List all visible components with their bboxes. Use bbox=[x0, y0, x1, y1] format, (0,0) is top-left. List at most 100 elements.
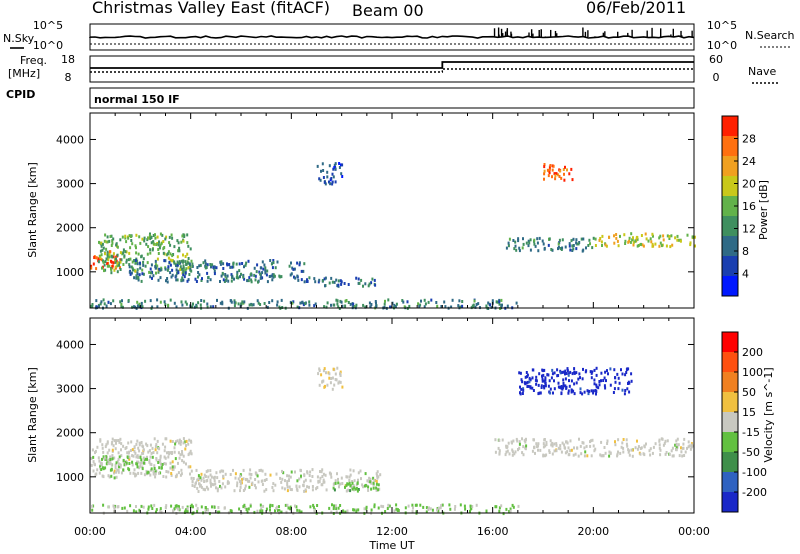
power-cell bbox=[242, 273, 245, 277]
velocity-cell bbox=[362, 485, 365, 489]
power-cell bbox=[402, 300, 405, 304]
velocity-cell bbox=[157, 447, 160, 451]
velocity-cell bbox=[464, 507, 467, 511]
velocity-cell bbox=[328, 471, 331, 475]
velocity-cell bbox=[357, 488, 360, 491]
power-cell bbox=[536, 241, 539, 245]
velocity-cell bbox=[151, 446, 154, 450]
velocity-cell bbox=[568, 379, 570, 383]
velocity-cell bbox=[603, 446, 606, 449]
power-cell bbox=[420, 299, 422, 303]
velocity-cell bbox=[687, 440, 690, 444]
power-cell bbox=[137, 252, 140, 256]
velocity-cell bbox=[535, 375, 538, 379]
velocity-cell bbox=[236, 484, 239, 488]
power-cell bbox=[138, 302, 141, 306]
power-cell bbox=[213, 269, 216, 273]
power-cell bbox=[144, 264, 147, 268]
power-cell bbox=[201, 277, 203, 281]
velocity-cell bbox=[134, 451, 137, 455]
velocity-cell bbox=[352, 508, 355, 512]
velocity-cell bbox=[549, 439, 552, 443]
velocity-cell bbox=[159, 509, 162, 513]
velocity-cell bbox=[572, 453, 575, 457]
velocity-cell bbox=[213, 476, 215, 480]
power-cell bbox=[170, 233, 173, 237]
velocity-cell bbox=[617, 438, 620, 442]
power-cell bbox=[273, 274, 276, 278]
velocity-cell bbox=[147, 505, 150, 509]
velocity-cell bbox=[427, 506, 430, 510]
power-cell bbox=[662, 238, 665, 242]
power-cell bbox=[575, 247, 578, 251]
velocity-cell bbox=[651, 451, 654, 455]
power-cell bbox=[114, 265, 117, 269]
power-cell bbox=[529, 248, 532, 252]
velocity-cell bbox=[139, 455, 142, 459]
power-cell bbox=[147, 236, 149, 240]
velocity-cell bbox=[375, 480, 378, 483]
velocity-cell bbox=[290, 488, 293, 492]
velocity-cell bbox=[234, 476, 237, 480]
power-cell bbox=[136, 304, 139, 308]
velocity-cell bbox=[175, 506, 178, 510]
power-cell bbox=[200, 299, 203, 302]
velocity-cell bbox=[142, 451, 145, 455]
velocity-cell bbox=[537, 444, 539, 448]
velocity-cell bbox=[116, 460, 119, 463]
power-cell bbox=[141, 237, 144, 241]
velocity-cell bbox=[425, 506, 428, 510]
power-cell bbox=[135, 251, 138, 255]
velocity-cell bbox=[155, 443, 158, 447]
power-cell bbox=[340, 163, 342, 167]
power-cell bbox=[113, 268, 116, 272]
velocity-cell bbox=[553, 371, 556, 375]
velocity-cell bbox=[279, 476, 282, 480]
power-cell bbox=[185, 262, 188, 266]
velocity-cell bbox=[216, 487, 219, 491]
power-cell bbox=[181, 276, 184, 280]
velocity-cell bbox=[570, 389, 573, 393]
velocity-cell bbox=[377, 483, 380, 487]
power-cell bbox=[195, 280, 198, 283]
power-cell bbox=[326, 301, 329, 305]
power-cell bbox=[268, 301, 271, 304]
velocity-cell bbox=[364, 472, 367, 476]
velocity-cell bbox=[675, 443, 678, 446]
velocity-cell bbox=[178, 508, 181, 512]
velocity-cell bbox=[172, 509, 174, 513]
velocity-cell bbox=[207, 508, 209, 512]
power-cell bbox=[146, 261, 149, 265]
power-cell bbox=[142, 272, 145, 276]
power-cell bbox=[650, 240, 653, 244]
velocity-cell bbox=[346, 482, 349, 486]
nsearch-tick-bottom: 10^0 bbox=[707, 39, 737, 52]
velocity-cell bbox=[263, 489, 266, 493]
power-cell bbox=[615, 233, 618, 236]
power-cell bbox=[329, 182, 332, 186]
velocity-cell bbox=[108, 475, 111, 479]
velocity-cell bbox=[606, 442, 609, 445]
power-cell bbox=[94, 256, 97, 260]
velocity-cell bbox=[159, 458, 162, 462]
power-cell bbox=[487, 301, 490, 305]
power-cell bbox=[305, 280, 308, 283]
velocity-cell bbox=[648, 449, 651, 453]
power-cell bbox=[190, 269, 193, 273]
power-cell bbox=[303, 262, 306, 266]
power-cell bbox=[175, 305, 178, 309]
power-cell bbox=[166, 277, 169, 280]
velocity-cell bbox=[427, 508, 430, 511]
velocity-cell bbox=[553, 379, 555, 383]
velocity-cell bbox=[540, 386, 543, 389]
velocity-cell bbox=[330, 510, 333, 514]
velocity-cell bbox=[332, 486, 335, 490]
velocity-cell bbox=[347, 488, 350, 492]
velocity-cell bbox=[602, 379, 605, 382]
velocity-cell bbox=[365, 507, 368, 511]
velocity-cell bbox=[135, 505, 137, 508]
velocity-cell bbox=[119, 463, 122, 467]
velocity-cell bbox=[96, 445, 99, 449]
velocity-cell bbox=[192, 505, 194, 509]
velocity-cell bbox=[624, 373, 627, 377]
